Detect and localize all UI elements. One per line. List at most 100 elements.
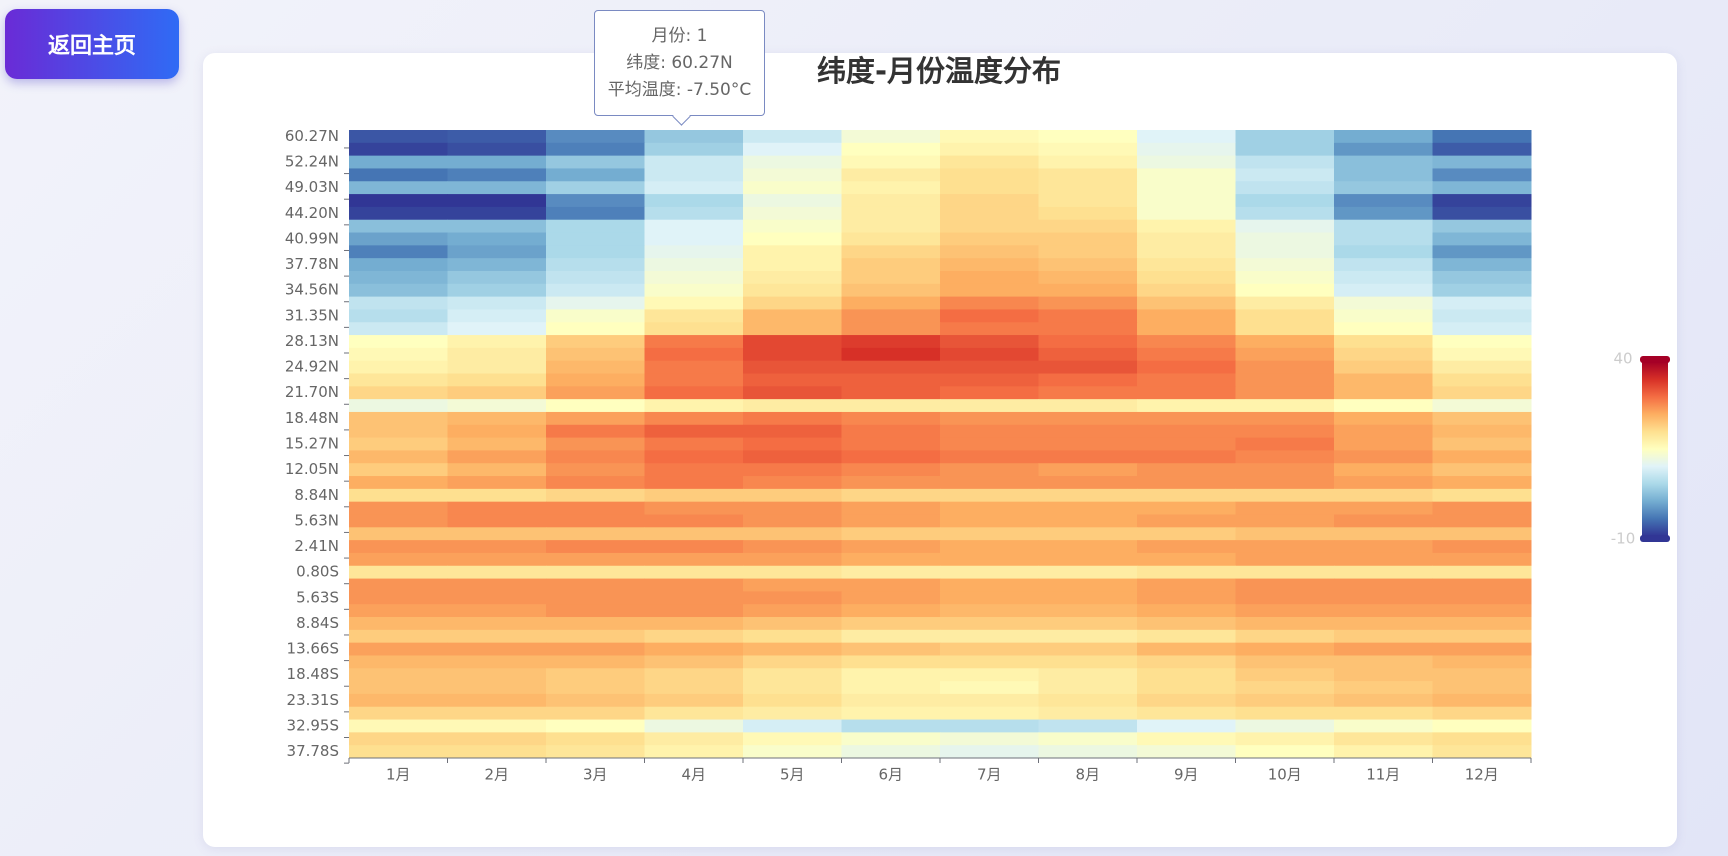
heat-cell (1137, 194, 1236, 208)
heat-cell (546, 194, 645, 208)
heat-cell (447, 232, 547, 246)
heat-cell (1334, 309, 1433, 323)
heat-cell (841, 399, 941, 413)
heat-cell (1137, 745, 1236, 759)
heat-cell (1334, 360, 1433, 375)
heat-cell (743, 604, 842, 618)
heat-cell (841, 527, 941, 541)
heat-cell (1137, 501, 1236, 515)
heat-cell (447, 514, 547, 528)
heat-cell (940, 270, 1039, 285)
heat-cell (644, 745, 744, 759)
heat-cell (349, 706, 448, 721)
heat-cell (841, 155, 941, 169)
heat-cell (841, 655, 941, 669)
heat-cell (1432, 745, 1532, 759)
heat-cell (1137, 168, 1236, 182)
heat-cell (1334, 617, 1433, 631)
heat-cell (743, 411, 842, 426)
heat-cell (743, 706, 842, 721)
heat-cell (1334, 578, 1433, 592)
heat-cell (940, 245, 1039, 259)
heat-cell (644, 258, 744, 272)
heat-cell (1038, 360, 1138, 375)
heat-cell (1038, 232, 1138, 246)
heat-cell (940, 514, 1039, 528)
heat-cell (1137, 270, 1236, 285)
heat-cell (1235, 591, 1335, 605)
heat-cell (841, 514, 941, 528)
heat-cell (349, 463, 448, 477)
heat-cell (447, 565, 547, 580)
heat-cell (644, 681, 744, 695)
heat-cell (1334, 745, 1433, 759)
visual-map-bar (1642, 362, 1668, 536)
heat-cell (1334, 527, 1433, 541)
heat-cell (1432, 296, 1532, 310)
heat-cell (940, 411, 1039, 426)
heat-cell (1137, 335, 1236, 349)
tooltip-line: 纬度: 60.27N (626, 52, 733, 73)
heat-cell (1137, 181, 1236, 195)
heat-cell (1432, 309, 1532, 323)
heat-cell (349, 245, 448, 259)
heat-cell (546, 488, 645, 503)
heat-cell (1235, 130, 1335, 144)
heat-cell (1334, 655, 1433, 669)
heat-cell (546, 463, 645, 477)
heat-cell (940, 540, 1039, 554)
heat-cell (644, 309, 744, 323)
heat-cell (1137, 399, 1236, 413)
heat-cell (1334, 411, 1433, 426)
heat-cell (447, 745, 547, 759)
heat-cell (1038, 296, 1138, 310)
heat-cell (841, 642, 941, 656)
heat-cell (841, 424, 941, 439)
heat-cell (1432, 578, 1532, 592)
heat-cell (1235, 501, 1335, 515)
heat-cell (841, 565, 941, 580)
heat-cell (940, 655, 1039, 669)
heat-cell (841, 142, 941, 157)
y-tick-label: 37.78S (287, 742, 339, 760)
heat-cell (940, 373, 1039, 387)
heat-cell (644, 219, 744, 234)
heat-cell (1235, 194, 1335, 208)
heat-cell (546, 437, 645, 451)
x-tick-label: 1月 (386, 766, 411, 784)
heat-cell (644, 386, 744, 400)
heat-cell (743, 386, 842, 400)
heat-cell (1432, 335, 1532, 349)
heat-cell (1235, 322, 1335, 336)
heat-cell (1432, 540, 1532, 554)
heat-cell (1235, 732, 1335, 746)
heat-cell (841, 437, 941, 451)
heat-cell (940, 604, 1039, 618)
heat-cell (841, 681, 941, 695)
heat-cell (1334, 322, 1433, 336)
heat-cell (1235, 629, 1335, 644)
heat-cell (1038, 155, 1138, 169)
heat-cell (1235, 437, 1335, 451)
y-tick-label: 13.66S (287, 640, 339, 658)
x-tick-label: 12月 (1465, 766, 1499, 784)
heat-cell (1334, 732, 1433, 746)
heat-cell (349, 219, 448, 234)
heat-cell (841, 168, 941, 182)
heat-cell (1432, 219, 1532, 234)
heat-cell (1137, 411, 1236, 426)
heat-cell (546, 617, 645, 631)
heat-cell (743, 270, 842, 285)
y-tick-label: 8.84S (296, 614, 339, 632)
heat-cell (546, 411, 645, 426)
heat-cell (1235, 514, 1335, 528)
heat-cell (447, 617, 547, 631)
heat-cell (940, 527, 1039, 541)
heat-cell (940, 681, 1039, 695)
back-button[interactable]: 返回主页 (5, 9, 179, 79)
heat-cell (1235, 335, 1335, 349)
heat-cell (644, 411, 744, 426)
heat-cell (349, 450, 448, 464)
heat-cell (1432, 668, 1532, 682)
heat-cell (1432, 719, 1532, 733)
